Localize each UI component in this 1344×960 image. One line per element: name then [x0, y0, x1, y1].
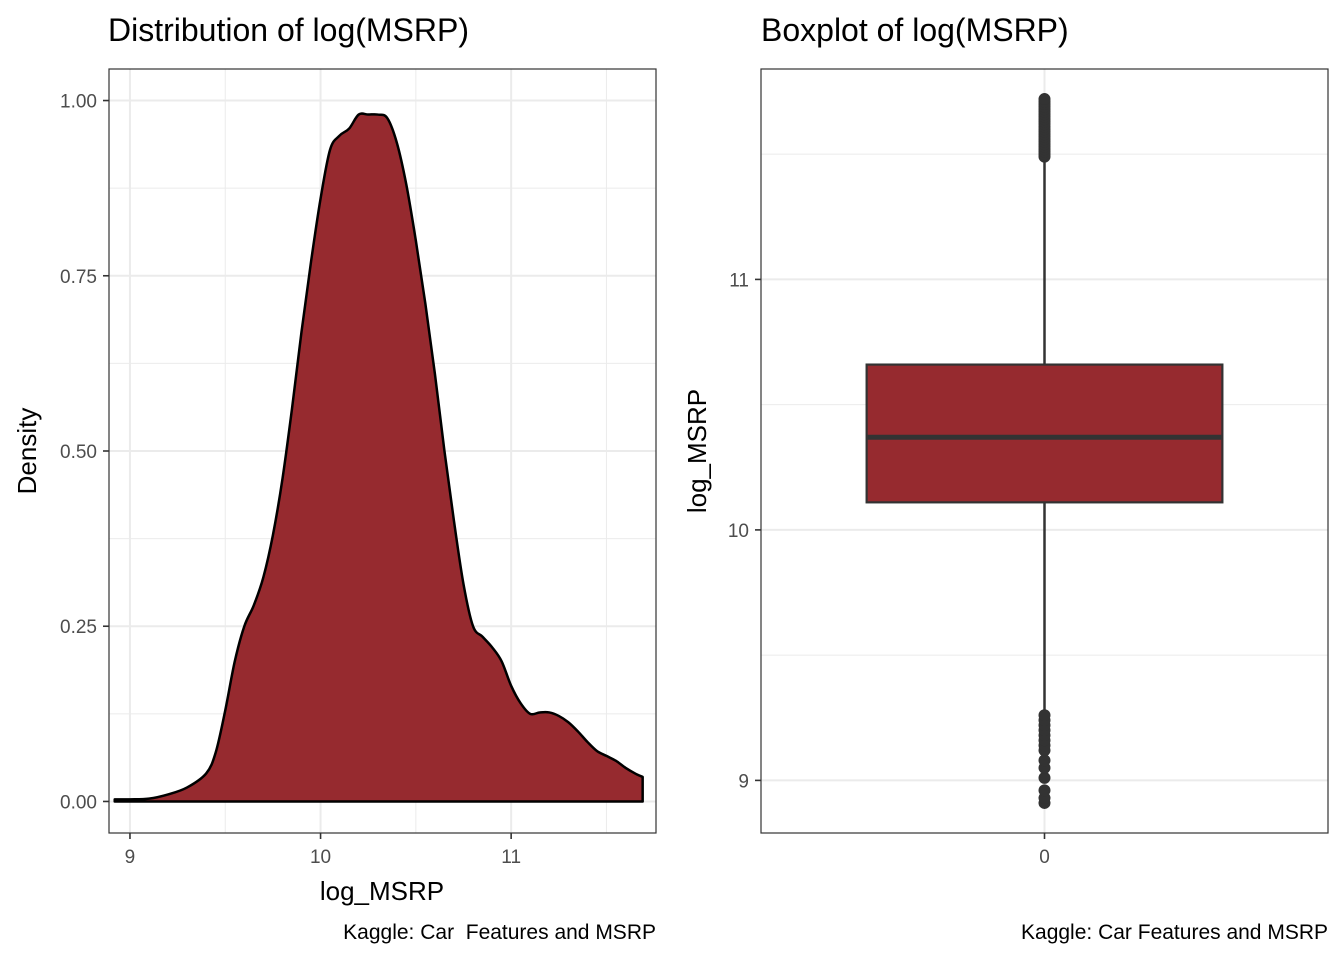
density-chart-title: Distribution of log(MSRP): [108, 12, 469, 48]
boxplot-box: [865, 363, 1224, 504]
boxplot-y-tick-label: 11: [729, 270, 749, 291]
boxplot-x-axis: 0: [1039, 833, 1050, 868]
density-x-tick-label: 10: [310, 847, 331, 868]
density-x-axis-title: log_MSRP: [320, 876, 444, 906]
density-y-tick-label: 0.25: [60, 617, 97, 638]
density-y-tick-label: 0.50: [60, 442, 97, 463]
boxplot-marks: [865, 93, 1224, 809]
density-y-axis: 0.00 0.25 0.50 0.75 1.00: [60, 92, 109, 813]
boxplot-y-tick-label: 9: [738, 771, 749, 792]
density-chart: Distribution of log(MSRP) 9 10 11 0.00 0.25…: [12, 12, 657, 944]
boxplot-outlier-point: [1038, 784, 1051, 797]
density-y-tick-label: 0.75: [60, 267, 97, 288]
boxplot-y-axis: 9 10 11: [728, 270, 761, 792]
density-y-tick-label: 1.00: [60, 92, 97, 113]
boxplot-y-axis-title: log_MSRP: [682, 389, 712, 513]
boxplot-chart-title: Boxplot of log(MSRP): [761, 12, 1069, 48]
boxplot-outlier-point: [1038, 709, 1051, 722]
density-y-tick-label: 0.00: [60, 792, 97, 813]
boxplot-y-tick-label: 10: [728, 521, 749, 542]
boxplot-outlier-point: [1038, 771, 1051, 784]
boxplot-outlier-point: [1038, 754, 1051, 767]
density-y-axis-title: Density: [12, 408, 42, 495]
boxplot-caption: Kaggle: Car Features and MSRP: [1021, 921, 1328, 944]
density-x-axis: 9 10 11: [125, 833, 521, 868]
density-area: [113, 112, 644, 803]
boxplot-outlier-point: [1038, 93, 1051, 106]
boxplot-chart: Boxplot of log(MSRP) 0 9 10 11 log_MSRP Ka…: [682, 12, 1329, 944]
density-x-tick-label: 11: [501, 847, 521, 868]
density-marks: [113, 112, 644, 803]
density-x-tick-label: 9: [125, 847, 136, 868]
boxplot-x-tick-label: 0: [1039, 847, 1050, 868]
density-caption: Kaggle: Car Features and MSRP: [343, 921, 656, 944]
